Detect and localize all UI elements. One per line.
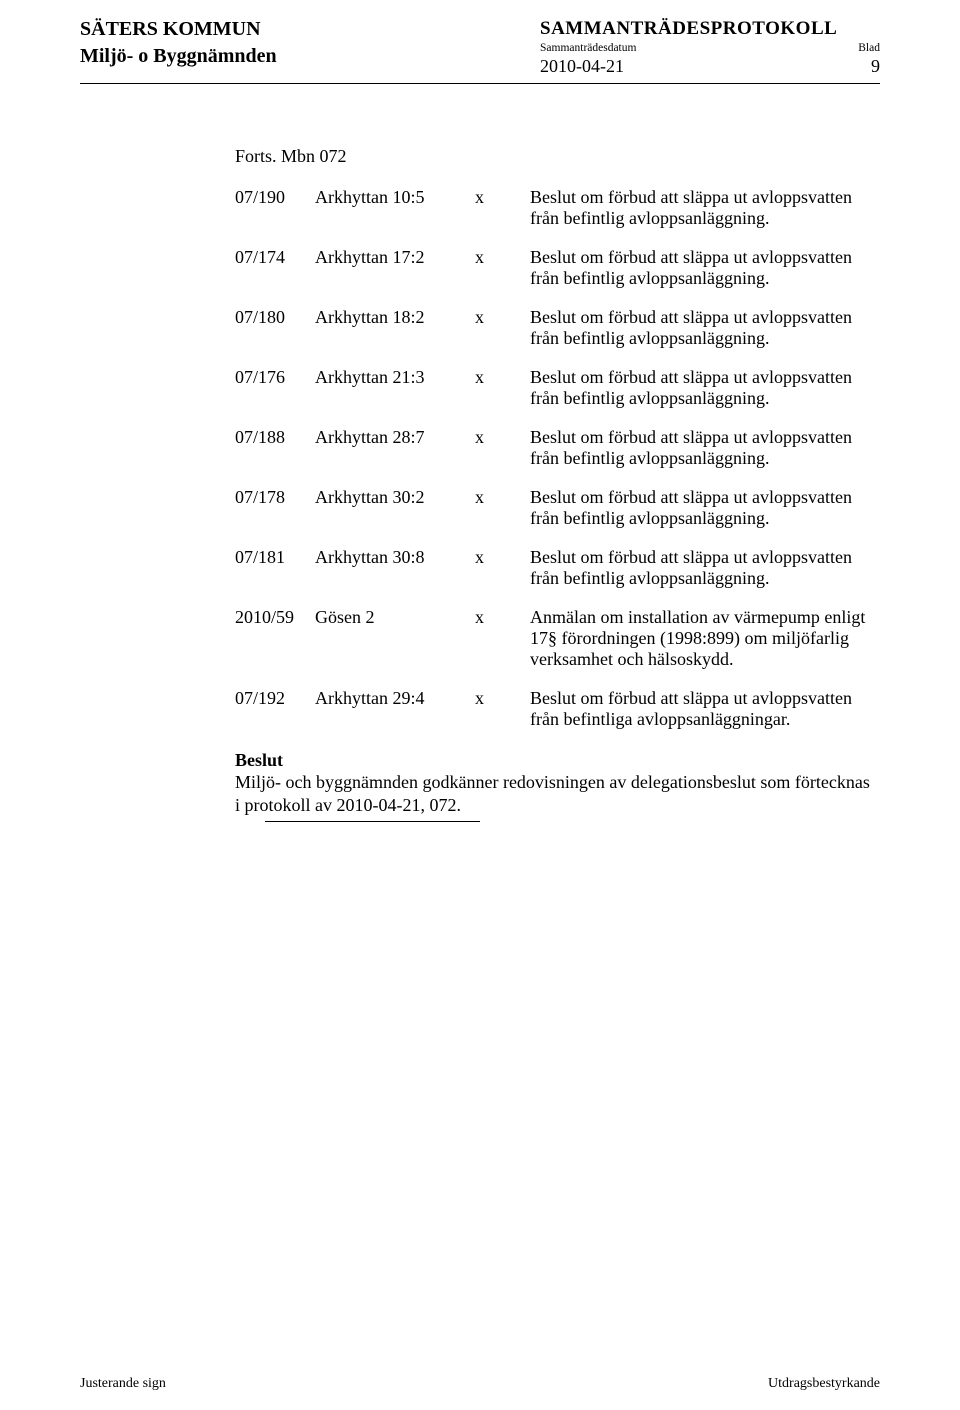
table-row: 07/181 Arkhyttan 30:8 x Beslut om förbud… — [235, 547, 870, 607]
property: Arkhyttan 30:8 — [315, 547, 475, 607]
ref-no: 07/178 — [235, 487, 315, 547]
date-label: Sammanträdesdatum — [540, 42, 636, 54]
table-row: 07/190 Arkhyttan 10:5 x Beslut om förbud… — [235, 187, 870, 247]
ref-no: 07/188 — [235, 427, 315, 487]
description: Anmälan om installation av värmepump enl… — [530, 607, 870, 688]
description: Beslut om förbud att släppa ut avloppsva… — [530, 427, 870, 487]
mark: x — [475, 688, 530, 748]
header-right: SAMMANTRÄDESPROTOKOLL Sammanträdesdatum … — [540, 18, 880, 77]
property: Arkhyttan 28:7 — [315, 427, 475, 487]
page-label: Blad — [858, 42, 880, 54]
mark: x — [475, 547, 530, 607]
dept-name: Miljö- o Byggnämnden — [80, 45, 277, 68]
property: Gösen 2 — [315, 607, 475, 688]
description: Beslut om förbud att släppa ut avloppsva… — [530, 487, 870, 547]
meeting-date: 2010-04-21 — [540, 56, 624, 77]
footer-right: Utdragsbestyrkande — [768, 1376, 880, 1392]
ref-no: 07/174 — [235, 247, 315, 307]
property: Arkhyttan 29:4 — [315, 688, 475, 748]
header-dateline: 2010-04-21 9 — [540, 56, 880, 77]
org-name: SÄTERS KOMMUN — [80, 18, 277, 41]
property: Arkhyttan 17:2 — [315, 247, 475, 307]
mark: x — [475, 247, 530, 307]
entries-table: 07/190 Arkhyttan 10:5 x Beslut om förbud… — [235, 187, 870, 748]
mark: x — [475, 187, 530, 247]
property: Arkhyttan 18:2 — [315, 307, 475, 367]
mark: x — [475, 487, 530, 547]
resolution-separator — [265, 821, 480, 822]
table-row: 07/180 Arkhyttan 18:2 x Beslut om förbud… — [235, 307, 870, 367]
mark: x — [475, 427, 530, 487]
resolution-heading: Beslut — [235, 750, 870, 771]
description: Beslut om förbud att släppa ut avloppsva… — [530, 367, 870, 427]
page-header: SÄTERS KOMMUN Miljö- o Byggnämnden SAMMA… — [80, 18, 880, 77]
table-row: 2010/59 Gösen 2 x Anmälan om installatio… — [235, 607, 870, 688]
table-row: 07/192 Arkhyttan 29:4 x Beslut om förbud… — [235, 688, 870, 748]
table-row: 07/188 Arkhyttan 28:7 x Beslut om förbud… — [235, 427, 870, 487]
property: Arkhyttan 10:5 — [315, 187, 475, 247]
footer-row: Justerande sign Utdragsbestyrkande — [80, 1376, 880, 1392]
doc-title: SAMMANTRÄDESPROTOKOLL — [540, 18, 880, 40]
table-row: 07/176 Arkhyttan 21:3 x Beslut om förbud… — [235, 367, 870, 427]
ref-no: 07/181 — [235, 547, 315, 607]
ref-no: 07/180 — [235, 307, 315, 367]
table-row: 07/174 Arkhyttan 17:2 x Beslut om förbud… — [235, 247, 870, 307]
document-body: Forts. Mbn 072 07/190 Arkhyttan 10:5 x B… — [235, 146, 870, 822]
description: Beslut om förbud att släppa ut avloppsva… — [530, 187, 870, 247]
mark: x — [475, 367, 530, 427]
ref-no: 2010/59 — [235, 607, 315, 688]
header-subline: Sammanträdesdatum Blad — [540, 42, 880, 54]
property: Arkhyttan 30:2 — [315, 487, 475, 547]
mark: x — [475, 607, 530, 688]
page-number: 9 — [871, 56, 880, 77]
resolution-text: Miljö- och byggnämnden godkänner redovis… — [235, 771, 870, 817]
footer-left: Justerande sign — [80, 1376, 166, 1392]
description: Beslut om förbud att släppa ut avloppsva… — [530, 688, 870, 748]
page-footer: Justerande sign Utdragsbestyrkande — [80, 1376, 880, 1392]
ref-no: 07/190 — [235, 187, 315, 247]
description: Beslut om förbud att släppa ut avloppsva… — [530, 547, 870, 607]
section-title: Forts. Mbn 072 — [235, 146, 870, 167]
table-row: 07/178 Arkhyttan 30:2 x Beslut om förbud… — [235, 487, 870, 547]
ref-no: 07/176 — [235, 367, 315, 427]
header-left: SÄTERS KOMMUN Miljö- o Byggnämnden — [80, 18, 277, 77]
property: Arkhyttan 21:3 — [315, 367, 475, 427]
header-rule — [80, 83, 880, 84]
ref-no: 07/192 — [235, 688, 315, 748]
description: Beslut om förbud att släppa ut avloppsva… — [530, 307, 870, 367]
description: Beslut om förbud att släppa ut avloppsva… — [530, 247, 870, 307]
page: SÄTERS KOMMUN Miljö- o Byggnämnden SAMMA… — [0, 0, 960, 1410]
mark: x — [475, 307, 530, 367]
